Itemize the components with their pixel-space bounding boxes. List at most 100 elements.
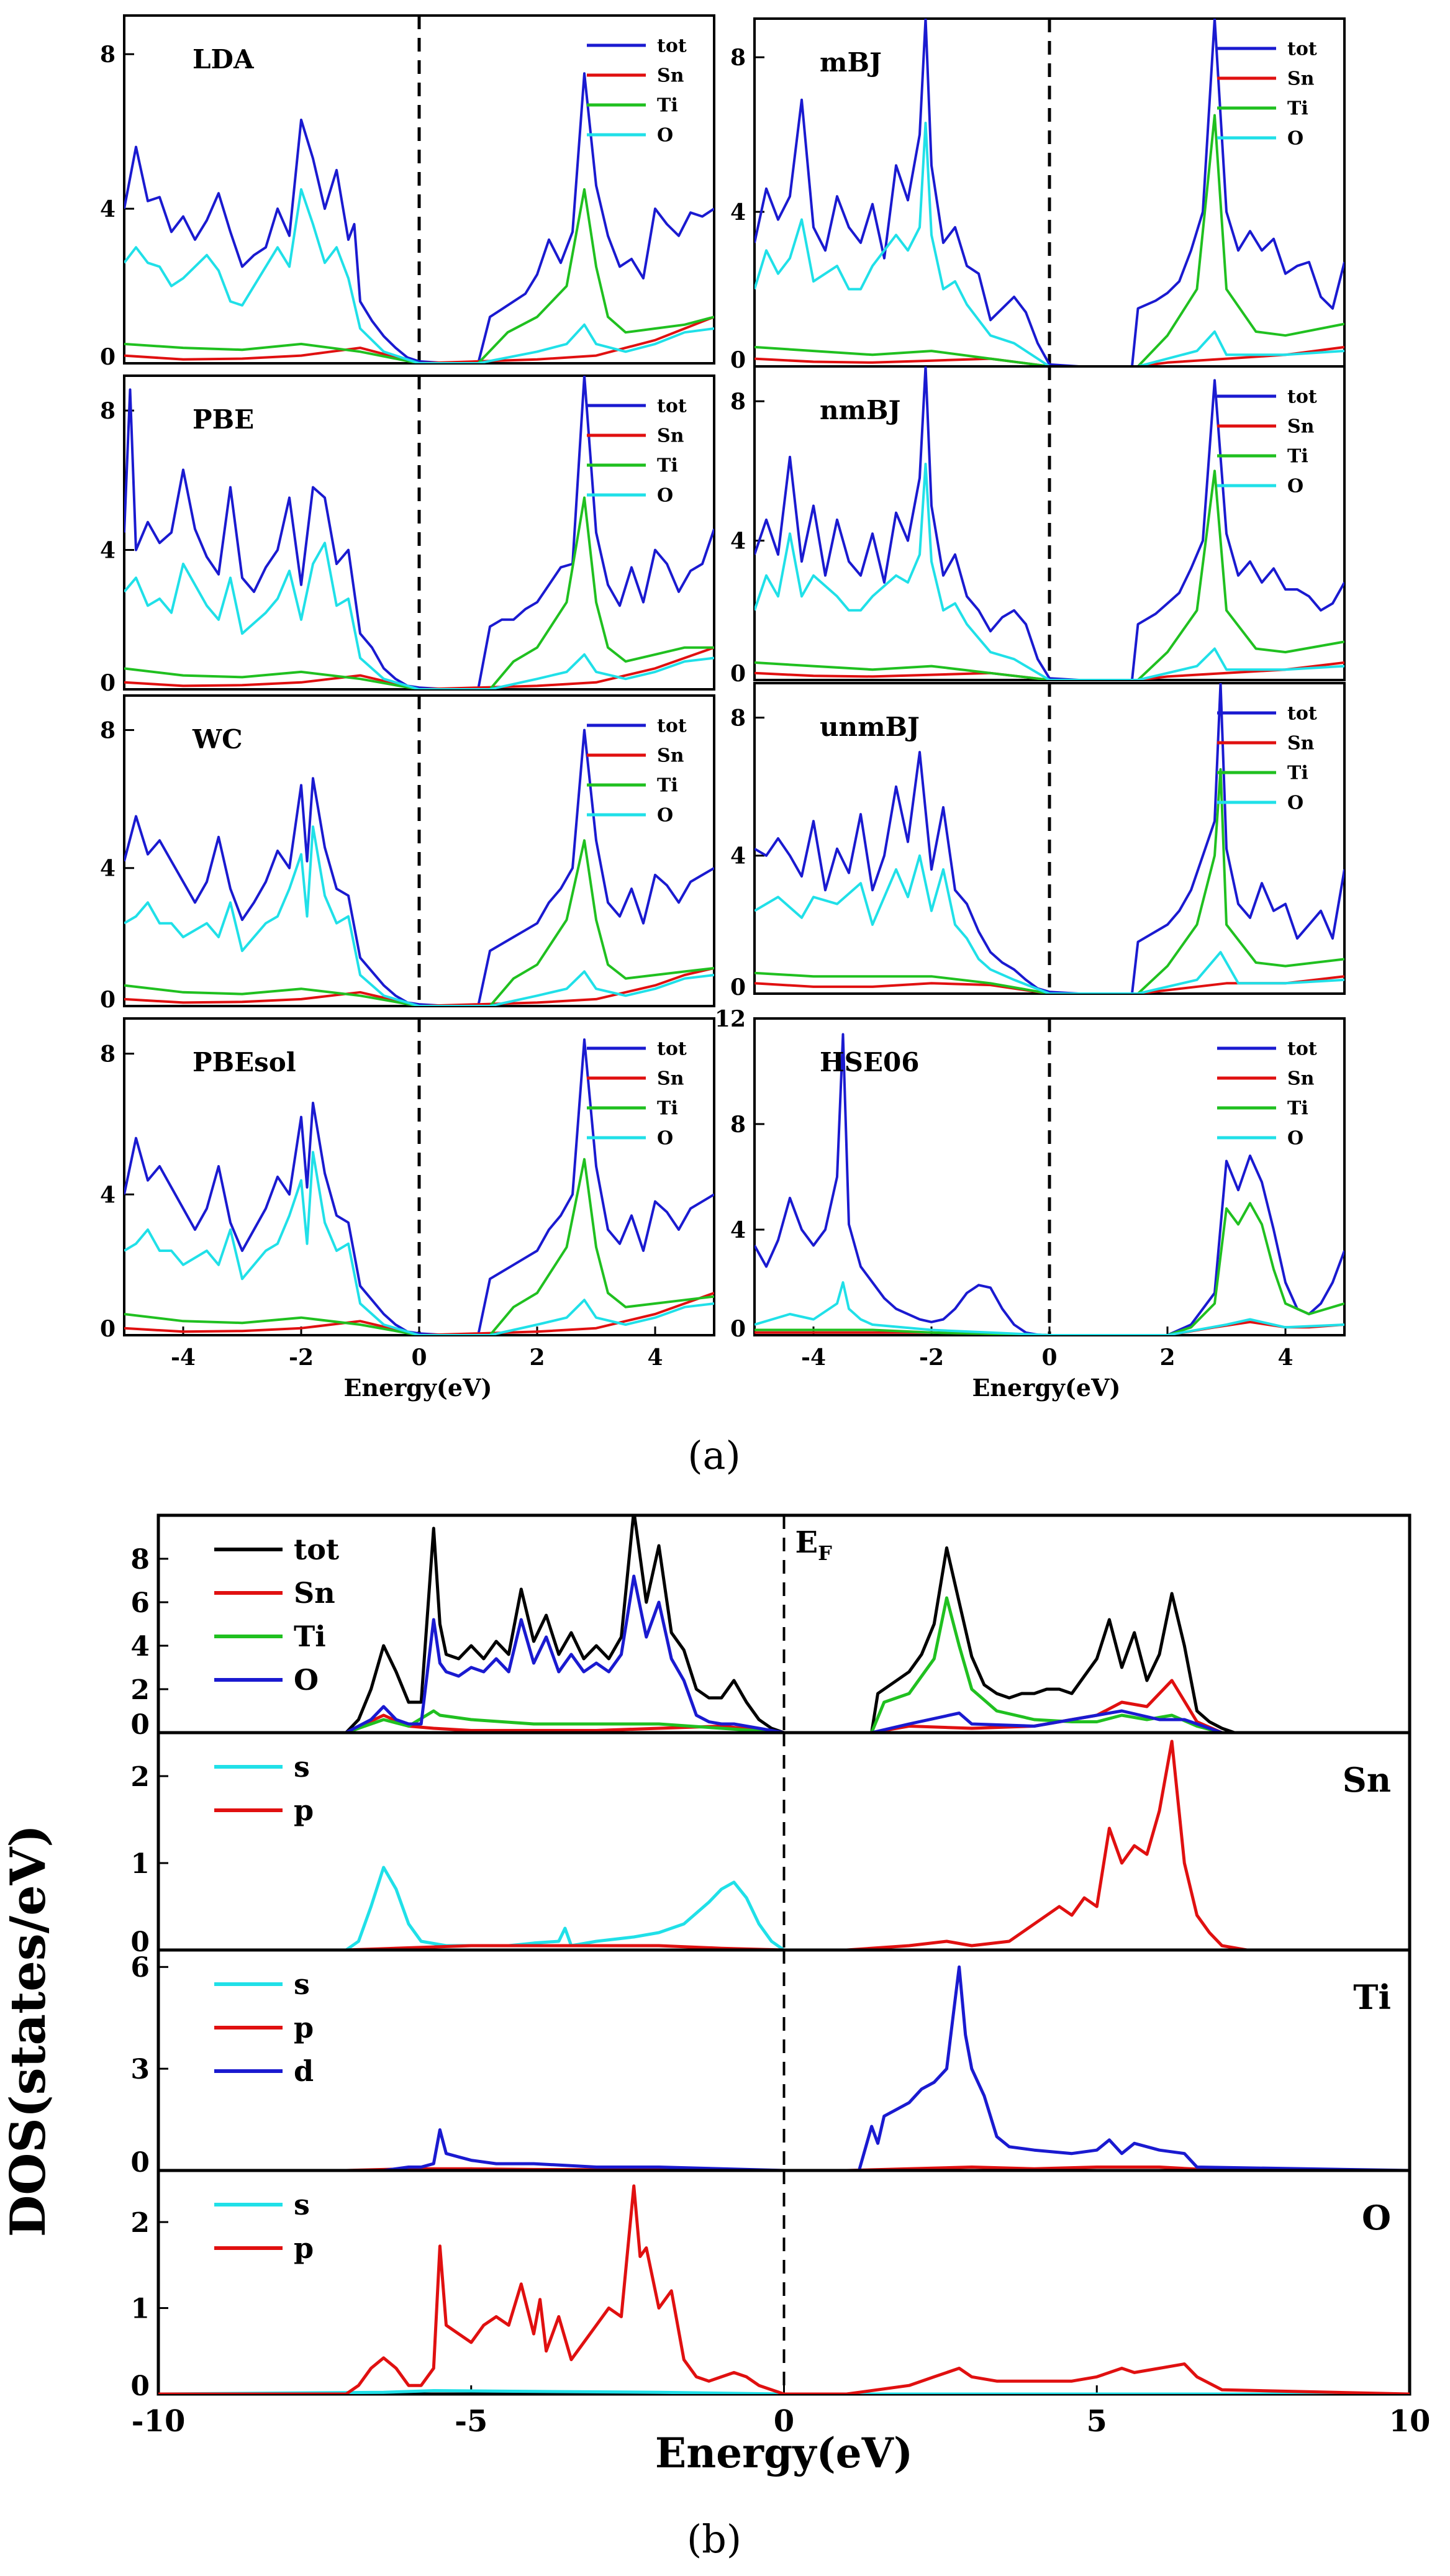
y-tick-label: 4	[730, 528, 746, 555]
y-tick-label: 0	[100, 1316, 116, 1342]
chart-title: PBEsol	[193, 1047, 296, 1077]
series-tot-line	[754, 683, 1344, 994]
chart-2-mbj: 0 4 8 mBJ tot Sn Ti O	[730, 17, 1346, 373]
legend-label-sn: Sn	[1287, 416, 1315, 438]
y-tick-label: 8	[730, 45, 746, 71]
chart-5-wc: 0 4 8 WC tot Sn Ti O	[100, 694, 715, 1013]
legend-label-tot: tot	[657, 1038, 687, 1060]
legend-label-sn: Sn	[657, 745, 684, 767]
legend-label-o: O	[657, 125, 673, 147]
y-tick-label: 1	[130, 2293, 150, 2324]
legend-label-ti: Ti	[1287, 763, 1308, 784]
panel-a-xlabel-right: Energy(eV)	[972, 1374, 1120, 1402]
series-ti-line	[345, 1596, 1223, 1733]
legend-label-o: O	[1287, 1128, 1303, 1150]
x-tick-label: -5	[455, 2404, 487, 2439]
y-tick-label: 4	[100, 1182, 116, 1208]
series-ti-line	[124, 188, 714, 363]
y-tick-label: 6	[130, 1952, 150, 1984]
panel-a-label: (a)	[687, 1433, 740, 1478]
series-tot-line	[345, 1515, 1235, 1733]
legend-label-tot: tot	[657, 35, 687, 57]
y-tick-label: 4	[730, 1217, 746, 1243]
legend-label-tot: tot	[657, 396, 687, 417]
x-tick-label: 2	[529, 1345, 545, 1371]
y-tick-label: 4	[130, 1631, 150, 1662]
y-tick-label: 8	[130, 1544, 150, 1576]
x-tick-label: 0	[774, 2404, 794, 2439]
series-o-line	[124, 825, 714, 1006]
x-tick-label: 2	[1159, 1345, 1175, 1371]
legend-label-tot: tot	[657, 715, 687, 737]
series-tot-line	[124, 1038, 714, 1335]
series-sn-line	[345, 1679, 1223, 1733]
chart-11-ti: 0 3 6 Ti spd	[130, 1948, 1411, 2179]
chart-title: WC	[192, 724, 243, 755]
series-sn-line	[754, 661, 1344, 680]
y-tick-label: 8	[730, 705, 746, 732]
series-tot-line	[124, 376, 714, 689]
legend-label-ti: Ti	[657, 1098, 678, 1120]
series-o-line	[124, 542, 714, 689]
y-tick-label: 0	[100, 344, 116, 370]
legend-label-tot: tot	[1287, 39, 1317, 60]
series-ti-line	[754, 768, 1344, 994]
y-tick-label: 0	[130, 1709, 150, 1741]
y-tick-label: 0	[730, 661, 746, 687]
y-tick-label: 4	[100, 856, 116, 882]
legend-label-s: s	[294, 1750, 310, 1784]
y-tick-label: 8	[100, 718, 116, 744]
chart-9: 02 4 6 8 EF tot Sn Ti O	[130, 1513, 1411, 1741]
legend-label-p: p	[294, 2011, 314, 2044]
chart-title: mBJ	[820, 47, 882, 78]
plots-layer: 0 4 8 LDA tot Sn Ti O 0 4 8 mBJ tot Sn Ti O 0 4 8 PBE tot Sn T…	[100, 14, 1431, 2477]
legend-label-ti: Ti	[1287, 446, 1308, 468]
chart-10-sn: 0 1 2 Sn sp	[130, 1731, 1411, 1958]
series-o-line	[754, 122, 1344, 366]
legend-label-tot: tot	[1287, 386, 1317, 408]
x-tick-label: 4	[1277, 1345, 1293, 1371]
x-tick-label: 10	[1389, 2404, 1431, 2439]
legend-label-o: O	[294, 1663, 319, 1697]
chart-title: nmBJ	[820, 395, 900, 425]
x-tick-label: -10	[132, 2404, 186, 2439]
chart-title: Sn	[1343, 1760, 1391, 1800]
y-tick-label: 8	[100, 42, 116, 68]
y-tick-label: 2	[130, 1761, 150, 1793]
series-ti-line	[124, 839, 714, 1006]
chart-1-lda: 0 4 8 LDA tot Sn Ti O	[100, 14, 715, 370]
x-tick-label: -4	[171, 1345, 196, 1371]
series-ti-line	[124, 1158, 714, 1335]
chart-title: Ti	[1353, 1977, 1391, 2017]
legend-label-s: s	[294, 2188, 310, 2221]
x-tick-label: -2	[919, 1345, 944, 1371]
panel-a-xlabel-left: Energy(eV)	[343, 1374, 492, 1402]
series-o-line	[124, 1151, 714, 1335]
y-tick-label: 0	[130, 2147, 150, 2179]
legend-label-sn: Sn	[657, 65, 684, 87]
chart-4-nmbj: 0 4 8 nmBJ tot Sn Ti O	[730, 365, 1346, 687]
legend-label-o: O	[1287, 792, 1303, 814]
series-ti-line	[124, 496, 714, 689]
x-tick-label: 4	[647, 1345, 663, 1371]
legend-label-tot: tot	[294, 1533, 340, 1566]
y-tick-label: 12	[715, 1006, 746, 1032]
x-tick-label: 0	[411, 1345, 427, 1371]
y-tick-label: 8	[730, 389, 746, 415]
y-tick-label: 0	[100, 670, 116, 696]
y-tick-label: 4	[730, 843, 746, 869]
y-tick-label: 0	[730, 974, 746, 1000]
legend-label-o: O	[657, 485, 673, 507]
series-o-line	[754, 463, 1344, 680]
panel-b-ylabel: DOS(states/eV)	[0, 1825, 57, 2237]
legend-label-ti: Ti	[657, 455, 678, 477]
series-o-line	[345, 1574, 1223, 1733]
series-o-line	[124, 188, 714, 363]
series-d-line	[158, 1965, 1410, 2170]
legend-label-p: p	[294, 2231, 314, 2265]
series-tot-line	[754, 19, 1344, 366]
chart-12-o: 0 1 2 -10 -5 0 5 10 Energy(eV) Osp	[130, 2169, 1431, 2477]
legend-label-d: d	[294, 2054, 314, 2088]
y-tick-label: 4	[100, 196, 116, 222]
